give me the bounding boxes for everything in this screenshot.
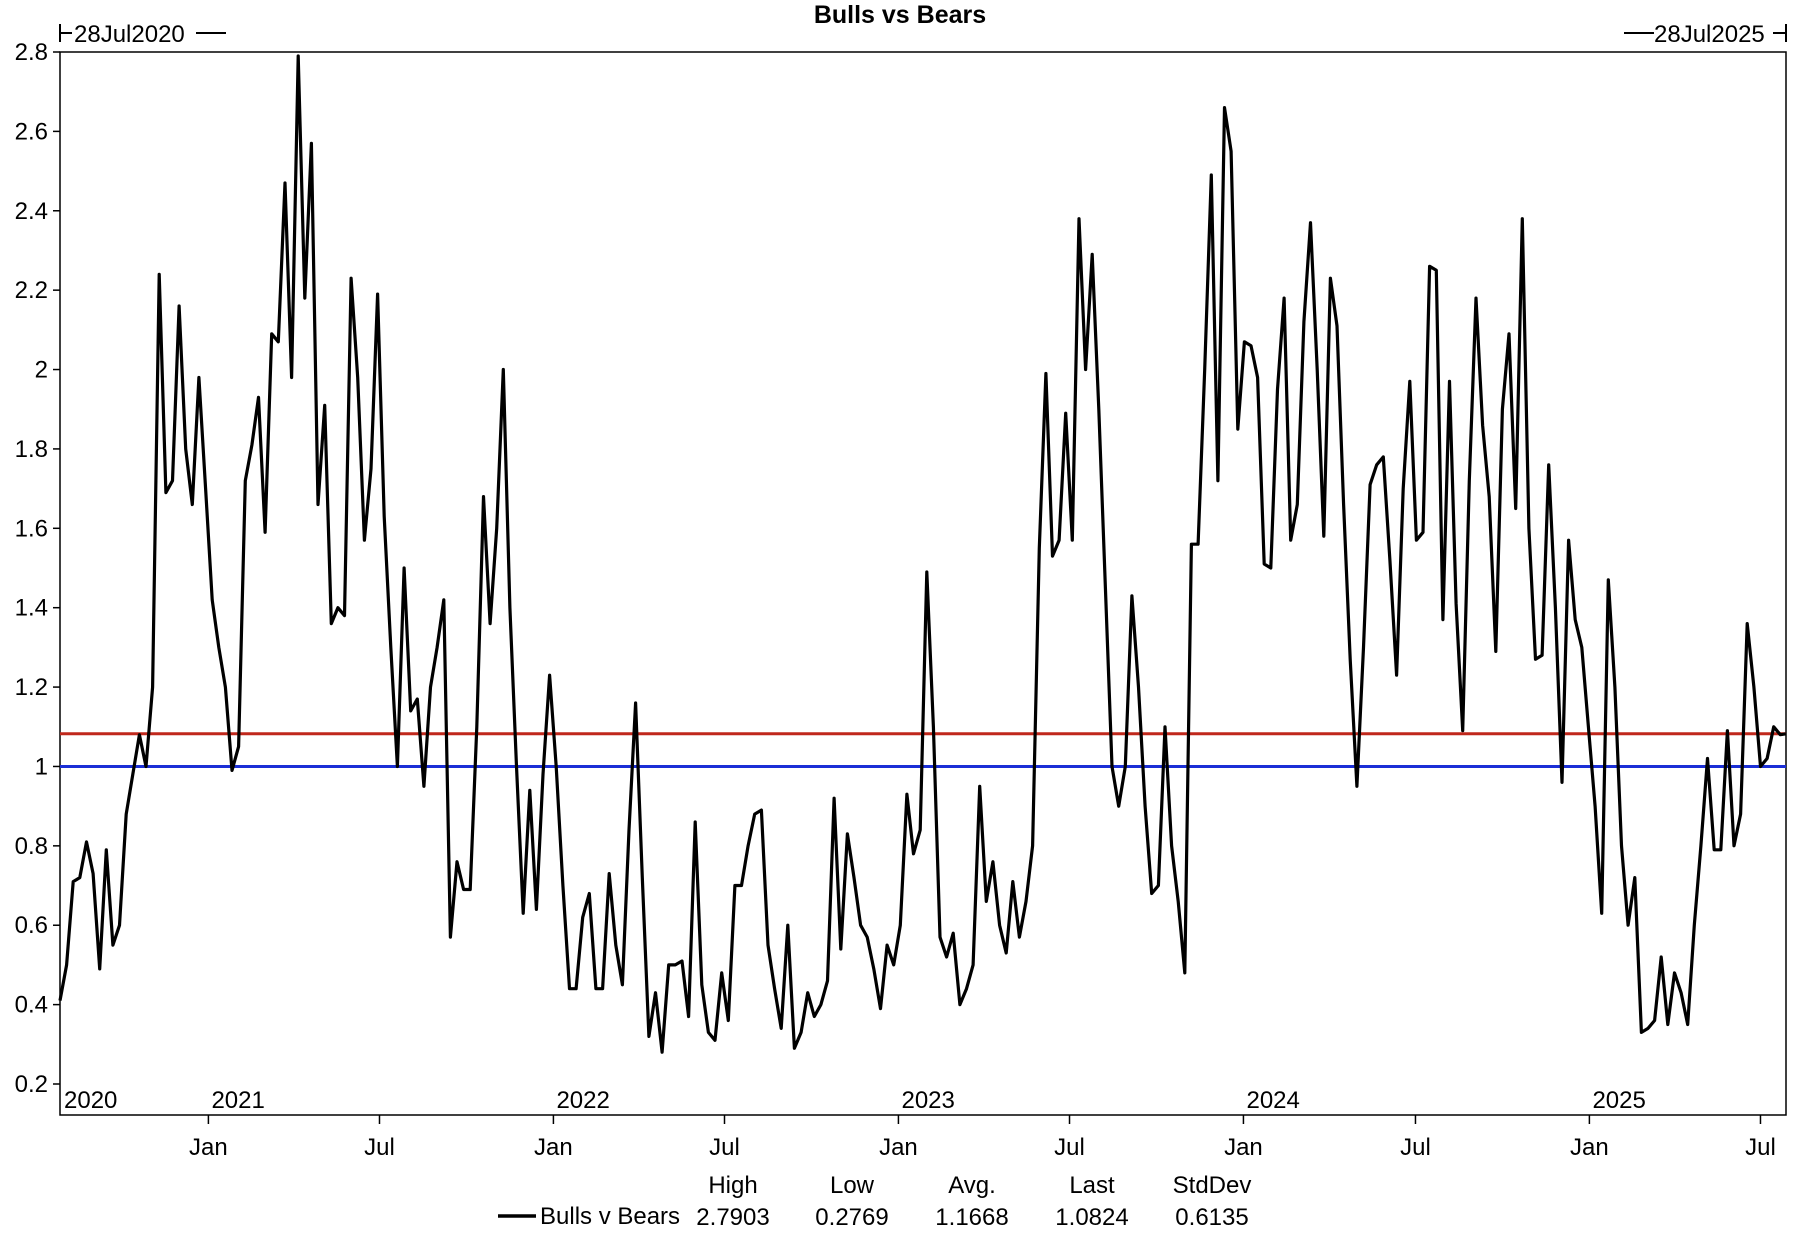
y-tick-label: 0.4 <box>15 992 48 1019</box>
x-tick-label: Jan <box>1224 1134 1263 1161</box>
chart-title: Bulls vs Bears <box>814 1 986 29</box>
stat-header: Avg. <box>948 1172 996 1199</box>
year-label: 2020 <box>64 1087 117 1114</box>
x-tick-label: Jan <box>534 1134 573 1161</box>
year-label: 2025 <box>1592 1087 1645 1114</box>
stat-header: Last <box>1069 1172 1115 1199</box>
stat-value: 1.1668 <box>935 1204 1008 1231</box>
x-tick-label: Jan <box>879 1134 918 1161</box>
y-tick-label: 1.4 <box>15 595 48 622</box>
year-label: 2024 <box>1246 1087 1299 1114</box>
stat-value: 2.7903 <box>696 1204 769 1231</box>
x-tick-label: Jul <box>1745 1134 1776 1161</box>
series-line <box>58 54 1787 1054</box>
x-tick-label: Jul <box>1400 1134 1431 1161</box>
y-axis: 0.2 0.4 0.6 0.8 1 1.2 1.4 1.6 1.8 2 2.2 2.4 2.6 2.8 <box>15 39 60 1098</box>
year-label: 2021 <box>211 1087 264 1114</box>
end-date-label: 28Jul2025 <box>1654 21 1765 48</box>
y-tick-label: 0.6 <box>15 912 48 939</box>
x-tick-label: Jan <box>189 1134 228 1161</box>
year-label: 2023 <box>901 1087 954 1114</box>
stat-header: StdDev <box>1173 1172 1252 1199</box>
y-tick-label: 2.6 <box>15 118 48 145</box>
x-axis: Jan Jul Jan Jul Jan Jul Jan Jul Jan Jul 2020 2021 20… <box>64 1087 1776 1161</box>
y-tick-label: 1 <box>35 753 48 780</box>
legend-series-name: Bulls v Bears <box>540 1203 680 1230</box>
y-tick-label: 2.8 <box>15 39 48 66</box>
x-tick-label: Jul <box>709 1134 740 1161</box>
x-tick-label: Jul <box>364 1134 395 1161</box>
x-tick-label: Jul <box>1054 1134 1085 1161</box>
y-tick-label: 2.4 <box>15 198 48 225</box>
y-tick-label: 2 <box>35 357 48 384</box>
plot-area <box>59 51 1787 1116</box>
year-label: 2022 <box>556 1087 609 1114</box>
y-tick-label: 1.2 <box>15 674 48 701</box>
y-tick-label: 0.8 <box>15 833 48 860</box>
stat-value: 0.2769 <box>815 1204 888 1231</box>
stat-value: 1.0824 <box>1055 1204 1128 1231</box>
stat-header: Low <box>830 1172 875 1199</box>
x-tick-label: Jan <box>1570 1134 1609 1161</box>
date-range-markers: 28Jul2020 28Jul2025 <box>59 21 1787 48</box>
start-date-label: 28Jul2020 <box>74 21 185 48</box>
stat-value: 0.6135 <box>1175 1204 1248 1231</box>
series-layer <box>58 54 1787 1054</box>
y-tick-label: 1.6 <box>15 515 48 542</box>
stat-header: High <box>708 1172 757 1199</box>
y-tick-label: 0.2 <box>15 1071 48 1098</box>
y-tick-label: 2.2 <box>15 277 48 304</box>
legend-stats: Bulls v Bears High 2.7903 Low 0.2769 Avg. 1.1… <box>498 1172 1251 1231</box>
y-tick-label: 1.8 <box>15 436 48 463</box>
